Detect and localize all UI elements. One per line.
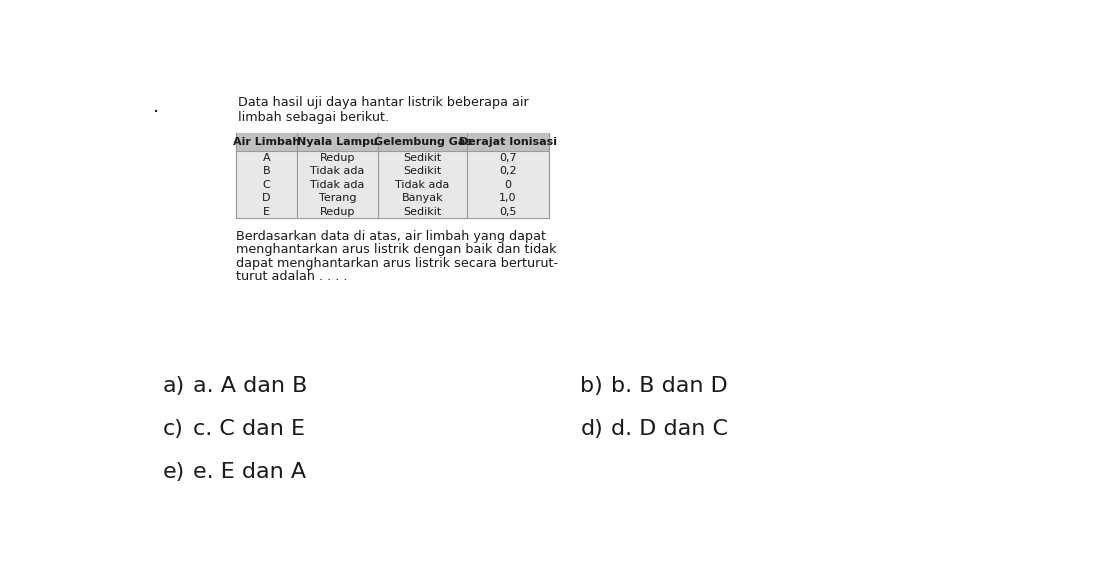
Text: menghantarkan arus listrik dengan baik dan tidak: menghantarkan arus listrik dengan baik d…	[237, 243, 557, 257]
Text: turut adalah . . . .: turut adalah . . . .	[237, 271, 347, 283]
Text: dapat menghantarkan arus listrik secara berturut-: dapat menghantarkan arus listrik secara …	[237, 257, 558, 270]
Text: Sedikit: Sedikit	[403, 207, 442, 217]
Text: e. E dan A: e. E dan A	[193, 462, 306, 482]
Bar	[237, 165, 548, 178]
Text: 0: 0	[504, 180, 512, 190]
Text: Tidak ada: Tidak ada	[396, 180, 449, 190]
Bar	[237, 205, 548, 218]
Text: Nyala Lampu: Nyala Lampu	[297, 137, 378, 147]
Bar	[237, 178, 548, 191]
Text: d): d)	[580, 418, 603, 439]
Text: Derajat Ionisasi: Derajat Ionisasi	[459, 137, 557, 147]
Text: ·: ·	[153, 102, 160, 122]
Text: Redup: Redup	[320, 153, 355, 163]
Text: D: D	[262, 193, 271, 203]
Text: B: B	[263, 166, 271, 176]
Text: c. C dan E: c. C dan E	[193, 418, 305, 439]
Bar	[237, 151, 548, 165]
Text: Terang: Terang	[319, 193, 356, 203]
Text: 0,5: 0,5	[499, 207, 516, 217]
Text: a. A dan B: a. A dan B	[193, 375, 307, 396]
Text: Air Limbah: Air Limbah	[232, 137, 300, 147]
Text: 0,7: 0,7	[499, 153, 516, 163]
Bar	[237, 133, 548, 218]
Text: A: A	[263, 153, 271, 163]
Text: c): c)	[162, 418, 183, 439]
Bar	[237, 191, 548, 205]
Text: a): a)	[162, 375, 185, 396]
Bar	[237, 133, 548, 151]
Text: b. B dan D: b. B dan D	[610, 375, 728, 396]
Text: b): b)	[580, 375, 603, 396]
Text: d. D dan C: d. D dan C	[610, 418, 728, 439]
Text: Tidak ada: Tidak ada	[310, 166, 365, 176]
Text: Berdasarkan data di atas, air limbah yang dapat: Berdasarkan data di atas, air limbah yan…	[237, 230, 546, 243]
Text: 1,0: 1,0	[499, 193, 516, 203]
Text: Sedikit: Sedikit	[403, 166, 442, 176]
Text: Data hasil uji daya hantar listrik beberapa air: Data hasil uji daya hantar listrik beber…	[238, 95, 528, 109]
Text: C: C	[263, 180, 271, 190]
Text: Sedikit: Sedikit	[403, 153, 442, 163]
Text: E: E	[263, 207, 270, 217]
Text: Tidak ada: Tidak ada	[310, 180, 365, 190]
Text: 0,2: 0,2	[499, 166, 516, 176]
Text: e): e)	[162, 462, 185, 482]
Text: limbah sebagai berikut.: limbah sebagai berikut.	[238, 111, 389, 124]
Text: Redup: Redup	[320, 207, 355, 217]
Text: Banyak: Banyak	[402, 193, 444, 203]
Text: Gelembung Gas: Gelembung Gas	[374, 137, 471, 147]
